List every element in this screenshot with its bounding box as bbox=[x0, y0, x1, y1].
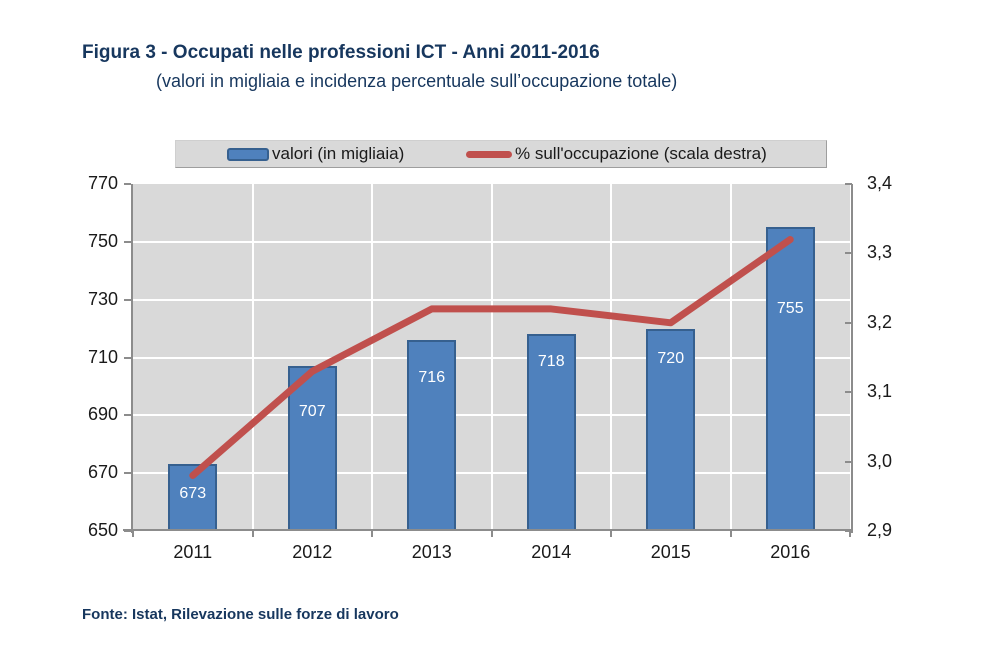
x-axis-tick-label: 2015 bbox=[650, 542, 691, 562]
x-axis-tick bbox=[132, 529, 134, 537]
bar-value-label: 707 bbox=[298, 402, 326, 420]
gridline-vertical bbox=[490, 184, 493, 529]
x-axis-tick-label: 2016 bbox=[770, 542, 811, 562]
y-axis-tick-label: 770 bbox=[87, 173, 118, 193]
y2-axis-tick-label: 3,4 bbox=[867, 173, 893, 193]
y-axis-tick bbox=[124, 356, 131, 359]
legend-label-line: % sull'occupazione (scala destra) bbox=[515, 144, 767, 163]
legend-item-line: % sull'occupazione (scala destra) bbox=[466, 141, 767, 167]
y-axis-tick bbox=[124, 298, 131, 301]
bar-value-label: 673 bbox=[179, 484, 207, 502]
x-axis-tick-label: 2014 bbox=[531, 542, 572, 562]
y2-axis-tick-label: 2,9 bbox=[867, 520, 893, 540]
y-axis-tick-label: 690 bbox=[87, 404, 118, 425]
x-axis-tick bbox=[371, 529, 373, 537]
figure-title: Figura 3 - Occupati nelle professioni IC… bbox=[82, 42, 600, 63]
x-axis-tick-label: 2011 bbox=[173, 542, 213, 562]
left-axis-line bbox=[131, 184, 133, 533]
bar-value-label: 716 bbox=[418, 368, 446, 386]
y2-axis-tick bbox=[845, 321, 852, 324]
gridline-vertical bbox=[610, 184, 612, 529]
gridline-vertical bbox=[371, 184, 373, 529]
x-axis-tick-label: 2012 bbox=[292, 542, 333, 562]
gridline-vertical bbox=[729, 184, 732, 529]
y2-axis-tick bbox=[845, 530, 852, 532]
y2-axis-tick bbox=[845, 391, 852, 394]
y-axis-tick bbox=[124, 472, 131, 475]
y2-axis-tick-label: 3,0 bbox=[867, 450, 893, 471]
y-axis-tick-label: 750 bbox=[87, 230, 118, 251]
y2-axis-tick bbox=[845, 183, 852, 185]
figure-subtitle: (valori in migliaia e incidenza percentu… bbox=[156, 71, 678, 91]
y-axis-tick-label: 650 bbox=[87, 520, 118, 540]
y-axis-tick bbox=[124, 183, 131, 185]
legend-item-bars: valori (in migliaia) bbox=[227, 141, 404, 167]
y-axis-tick bbox=[124, 414, 131, 417]
y-axis-tick-label: 730 bbox=[87, 288, 118, 309]
bottom-axis-line bbox=[123, 529, 853, 531]
y2-axis-tick bbox=[845, 460, 852, 463]
y2-axis-tick-label: 3,1 bbox=[867, 381, 893, 402]
line-series-swatch-icon bbox=[466, 150, 512, 158]
x-axis-tick bbox=[251, 529, 254, 537]
y-axis-tick-label: 710 bbox=[87, 346, 118, 367]
y-axis-tick bbox=[124, 530, 131, 532]
y2-axis-tick bbox=[845, 252, 852, 255]
bar-value-label: 755 bbox=[776, 299, 804, 317]
legend-label-bars: valori (in migliaia) bbox=[272, 144, 405, 163]
y2-axis-tick-label: 3,3 bbox=[867, 242, 893, 263]
bar-value-label: 720 bbox=[657, 349, 685, 367]
x-axis-tick bbox=[849, 529, 851, 537]
x-axis-tick bbox=[729, 529, 732, 537]
bar-2016 bbox=[765, 227, 815, 529]
bar-series-swatch-icon bbox=[227, 147, 269, 161]
x-axis-tick bbox=[490, 529, 493, 537]
x-axis-tick bbox=[610, 529, 612, 537]
y-axis-tick bbox=[124, 240, 131, 243]
chart-legend: valori (in migliaia) % sull'occupazione … bbox=[175, 140, 827, 168]
x-axis-tick-label: 2013 bbox=[411, 542, 452, 562]
bar-2012 bbox=[287, 366, 337, 529]
source-note: Fonte: Istat, Rilevazione sulle forze di… bbox=[82, 606, 399, 623]
y2-axis-tick-label: 3,2 bbox=[867, 311, 893, 332]
gridline-vertical bbox=[251, 184, 254, 529]
right-axis-line bbox=[851, 184, 853, 533]
y-axis-tick-label: 670 bbox=[87, 462, 118, 483]
bar-value-label: 718 bbox=[537, 352, 565, 370]
